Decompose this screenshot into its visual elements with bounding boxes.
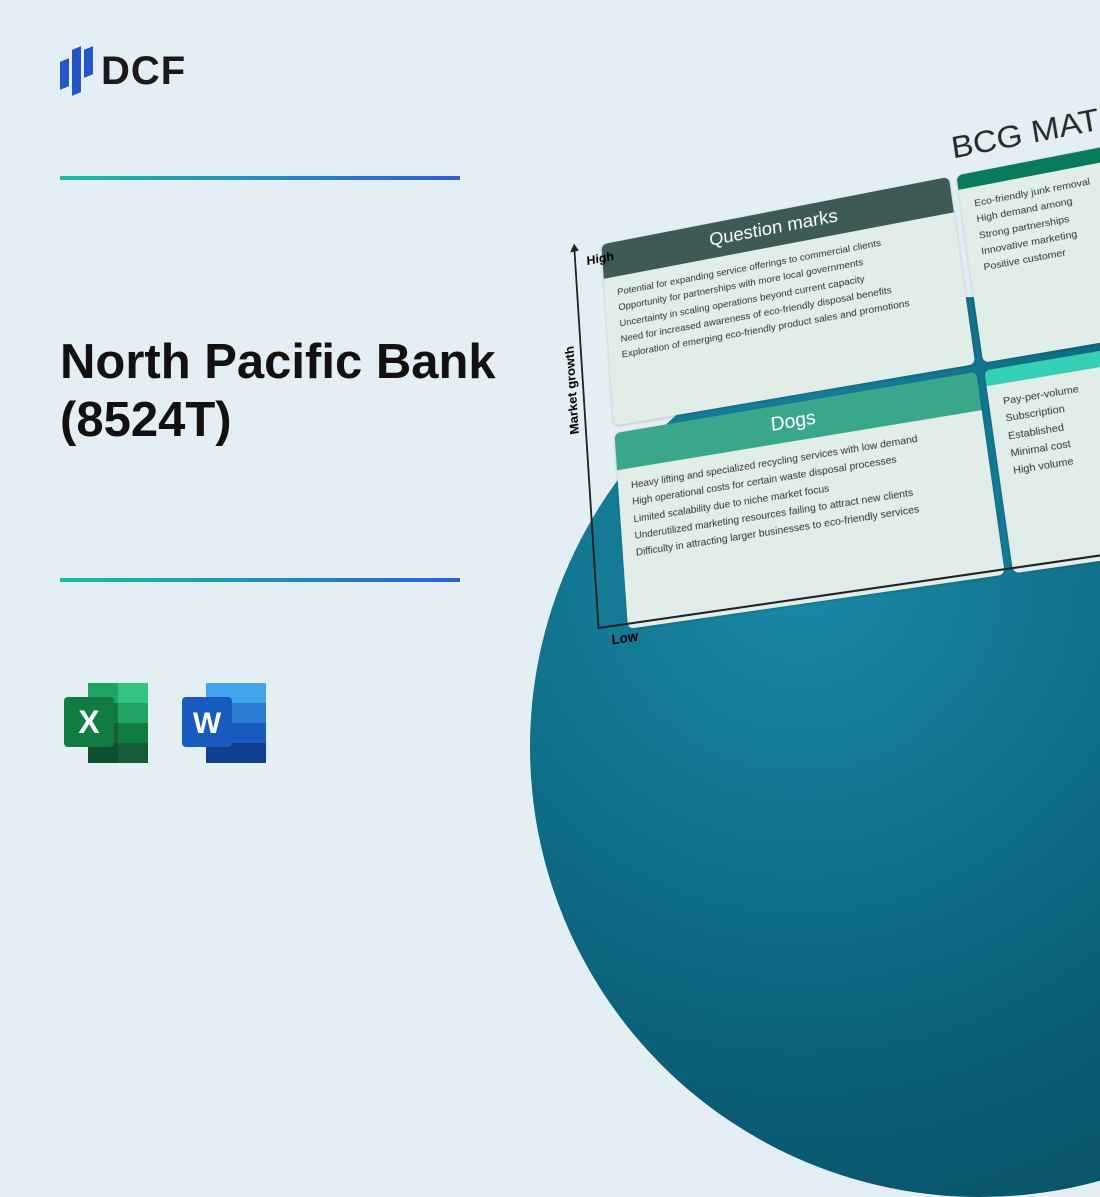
- bcg-matrix: BCG MATRIX High Low Market growth Market…: [578, 87, 1100, 632]
- page-title: North Pacific Bank (8524T): [60, 334, 496, 450]
- y-axis-label: Market growth: [562, 345, 582, 436]
- logo-text: DCF: [101, 49, 186, 94]
- divider-top: [60, 176, 460, 180]
- quadrant-cash-cows: Pay-per-volume Subscription Established …: [984, 334, 1100, 573]
- logo-bars-icon: [60, 48, 93, 94]
- divider-bottom: [60, 578, 460, 582]
- svg-text:X: X: [78, 704, 100, 740]
- quadrant-stars: Eco-friendly junk removal High demand am…: [956, 135, 1100, 362]
- dcf-logo: DCF: [60, 48, 186, 94]
- excel-icon: X: [60, 677, 152, 769]
- app-icons-row: X W: [60, 677, 270, 769]
- word-icon: W: [178, 677, 270, 769]
- svg-text:W: W: [193, 707, 222, 740]
